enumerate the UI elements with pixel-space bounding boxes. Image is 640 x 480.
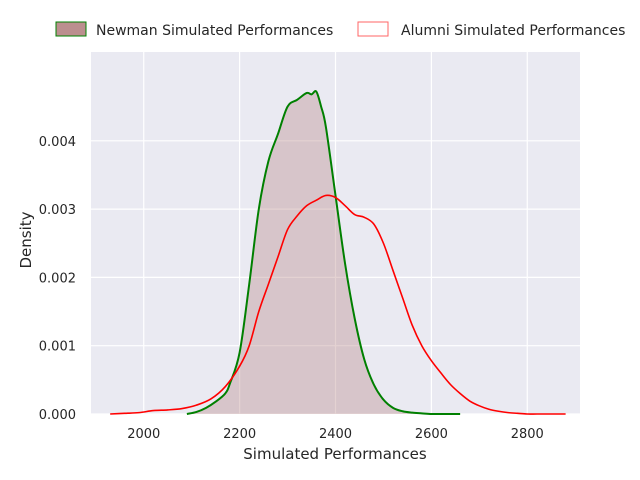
x-tick-label: 2800 bbox=[511, 427, 544, 442]
series-area-newman bbox=[186, 91, 461, 415]
series-layer bbox=[110, 90, 566, 416]
y-tick-label: 0.004 bbox=[39, 135, 76, 150]
x-gridlines bbox=[143, 52, 528, 414]
y-tick-label: 0.000 bbox=[39, 408, 76, 423]
y-tick-label: 0.001 bbox=[39, 340, 76, 355]
x-tick-label: 2200 bbox=[223, 427, 256, 442]
x-tick-label: 2600 bbox=[415, 427, 448, 442]
y-axis-label: Density bbox=[17, 211, 35, 268]
legend-label-newman: Newman Simulated Performances bbox=[96, 23, 333, 39]
legend-swatch-alumni bbox=[357, 21, 389, 37]
y-tick-labels: 0.000 0.001 0.002 0.003 0.004 bbox=[39, 135, 76, 423]
x-tick-label: 2400 bbox=[319, 427, 352, 442]
legend-swatch-newman bbox=[55, 21, 87, 37]
x-tick-labels: 2000 2200 2400 2600 2800 bbox=[127, 427, 544, 442]
legend: Newman Simulated Performances Alumni Sim… bbox=[55, 21, 625, 39]
legend-label-alumni: Alumni Simulated Performances bbox=[401, 23, 625, 39]
series-line-alumni bbox=[110, 194, 566, 415]
y-tick-label: 0.003 bbox=[39, 203, 76, 218]
x-tick-label: 2000 bbox=[127, 427, 160, 442]
y-tick-label: 0.002 bbox=[39, 271, 76, 286]
y-gridlines bbox=[91, 140, 580, 415]
x-axis-label: Simulated Performances bbox=[243, 445, 427, 463]
